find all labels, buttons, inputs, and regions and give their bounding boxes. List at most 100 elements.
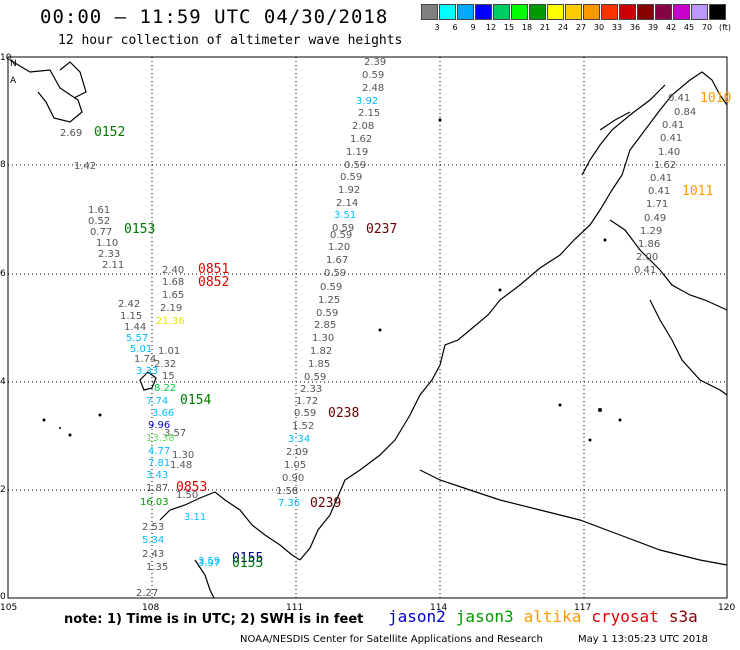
legend-swatch — [601, 4, 618, 20]
pass-id: 0155 — [232, 556, 264, 571]
swh-value: 0.41 — [634, 265, 657, 276]
swh-value: 0.52 — [88, 216, 111, 227]
legend-label: 18 — [521, 23, 533, 32]
y-axis-label: 0 — [0, 592, 6, 602]
swh-value: 3.51 — [334, 210, 357, 221]
y-axis-label: 4 — [0, 377, 6, 387]
swh-value: 1.65 — [162, 290, 185, 301]
swh-value: 7.74 — [146, 396, 169, 407]
coastline-borneo-inland — [609, 219, 728, 311]
swh-value: 2.48 — [362, 83, 385, 94]
swh-value: 1.62 — [350, 134, 373, 145]
swh-value: 5.57 — [126, 333, 149, 344]
swh-value: 2.33 — [300, 384, 323, 395]
y-axis-label: 2 — [0, 485, 6, 495]
legend-swatch — [439, 4, 456, 20]
swh-value: 13.38 — [146, 433, 175, 444]
pass-id: 0852 — [198, 275, 230, 290]
swh-value: 8.22 — [154, 383, 177, 394]
swh-value: 3.33 — [136, 366, 159, 377]
swh-value: 1.19 — [346, 147, 369, 158]
note-text: note: 1) Time is in UTC; 2) SWH is in fe… — [64, 612, 364, 627]
swh-value: 1.85 — [308, 359, 331, 370]
x-axis-label: 111 — [286, 603, 304, 613]
swh-value: 5.34 — [142, 535, 165, 546]
swh-value: 9.96 — [148, 420, 171, 431]
swh-value: 1.29 — [640, 226, 663, 237]
swh-value: 1.10 — [96, 238, 119, 249]
swh-value: 0.41 — [662, 120, 685, 131]
corner-label: N — [10, 59, 17, 69]
coastline-palawan — [581, 84, 666, 176]
swh-value: 0.59 — [340, 172, 363, 183]
legend-label: 39 — [647, 23, 659, 32]
y-axis-label: 6 — [0, 269, 6, 279]
legend-label: 27 — [575, 23, 587, 32]
swh-value: 1.50 — [176, 490, 199, 501]
swh-value: 1.30 — [172, 450, 195, 461]
swh-value: 1.20 — [328, 242, 351, 253]
legend-swatch — [511, 4, 528, 20]
legend-label: 12 — [485, 23, 497, 32]
pass-id: 0154 — [180, 393, 212, 408]
coastline-belitung — [194, 559, 215, 599]
swh-value: 2.15 — [358, 108, 381, 119]
pass-id: 1010 — [700, 91, 732, 106]
legend-swatch — [457, 4, 474, 20]
swh-value: 0.41 — [668, 93, 691, 104]
swh-value: 0.59 — [324, 268, 347, 279]
swh-value: 1.52 — [292, 421, 315, 432]
satellite-name: jason3 — [455, 607, 514, 626]
swh-value: 3.97 — [198, 558, 221, 569]
legend-label: 6 — [452, 23, 458, 32]
swh-value: 2.14 — [336, 198, 359, 209]
swh-value: 0.84 — [674, 107, 697, 118]
coastline-sulawesi — [649, 299, 728, 396]
swh-value: 3.11 — [184, 512, 207, 523]
swh-value: 2.00 — [636, 252, 659, 263]
y-axis-label: 10 — [0, 53, 12, 63]
swh-value: 1.71 — [646, 199, 669, 210]
swh-value: 0.59 — [320, 282, 343, 293]
swh-value: 4.77 — [148, 446, 171, 457]
swh-value: 2.53 — [142, 522, 165, 533]
pass-id: 0239 — [310, 496, 342, 511]
swh-value: 1.67 — [326, 255, 349, 266]
x-axis-label: 114 — [430, 603, 448, 613]
swh-value: 3.66 — [152, 408, 175, 419]
swh-value: 2.39 — [364, 57, 387, 68]
swh-value: 1.68 — [162, 277, 185, 288]
coastline-west-kalimantan — [159, 491, 301, 561]
swh-value: 1.86 — [638, 239, 661, 250]
legend-label: 70 — [701, 23, 713, 32]
credit-text: NOAA/NESDIS Center for Satellite Applica… — [240, 634, 543, 645]
legend-swatch — [475, 4, 492, 20]
legend-swatch — [655, 4, 672, 20]
legend-swatch — [691, 4, 708, 20]
swh-value: 1.15 — [120, 311, 143, 322]
x-axis-label: 117 — [574, 603, 592, 613]
coastline-bay — [59, 61, 87, 99]
swh-value: 3.43 — [146, 470, 169, 481]
pass-id: 0153 — [124, 222, 156, 237]
swh-value: 0.59 — [344, 160, 367, 171]
swh-value: 1.30 — [312, 333, 335, 344]
x-axis-label: 105 — [0, 603, 18, 613]
swh-value: 1.87 — [146, 483, 169, 494]
islands — [42, 118, 622, 442]
swh-value: 0.59 — [294, 408, 317, 419]
coastlines — [9, 59, 728, 599]
swh-value: 1.05 — [284, 460, 307, 471]
x-axis-label: 120 — [718, 603, 736, 613]
corner-label: A — [10, 76, 17, 86]
legend-label: 36 — [629, 23, 641, 32]
legend-swatch — [673, 4, 690, 20]
legend-label: 24 — [557, 23, 569, 32]
swh-value: 15 — [162, 371, 175, 382]
swh-value: 0.77 — [90, 227, 113, 238]
swh-value: 7.36 — [278, 498, 301, 509]
swh-value: 1.58 — [276, 486, 299, 497]
swh-value: 2.69 — [60, 128, 83, 139]
legend-swatch — [637, 4, 654, 20]
